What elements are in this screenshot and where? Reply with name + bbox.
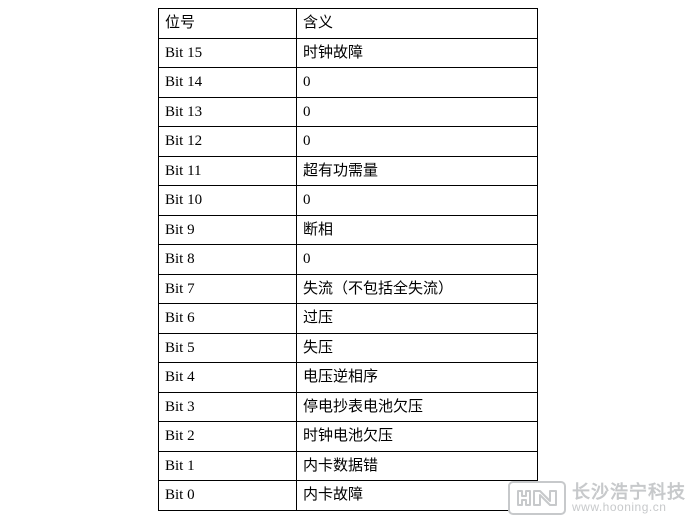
cell-bit: Bit 13 xyxy=(159,97,297,127)
cell-meaning: 超有功需量 xyxy=(297,156,538,186)
watermark-company-en: www.hooning.cn xyxy=(572,501,666,513)
table-row: Bit 3停电抄表电池欠压 xyxy=(159,392,538,422)
cell-bit: Bit 15 xyxy=(159,38,297,68)
cell-meaning: 0 xyxy=(297,245,538,275)
cell-bit: Bit 2 xyxy=(159,422,297,452)
table-row: Bit 0内卡故障 xyxy=(159,481,538,511)
cell-meaning: 时钟电池欠压 xyxy=(297,422,538,452)
cell-meaning: 0 xyxy=(297,68,538,98)
cell-bit: Bit 8 xyxy=(159,245,297,275)
cell-bit: Bit 0 xyxy=(159,481,297,511)
table-row: Bit 4电压逆相序 xyxy=(159,363,538,393)
header-meaning: 含义 xyxy=(297,9,538,39)
table-row: Bit 7失流（不包括全失流） xyxy=(159,274,538,304)
cell-meaning: 内卡数据错 xyxy=(297,451,538,481)
cell-meaning: 电压逆相序 xyxy=(297,363,538,393)
cell-bit: Bit 12 xyxy=(159,127,297,157)
cell-bit: Bit 3 xyxy=(159,392,297,422)
cell-meaning: 断相 xyxy=(297,215,538,245)
cell-bit: Bit 7 xyxy=(159,274,297,304)
watermark: 长沙浩宁科技 www.hooning.cn xyxy=(508,481,686,515)
table-row: Bit 15时钟故障 xyxy=(159,38,538,68)
table-row: Bit 11超有功需量 xyxy=(159,156,538,186)
table-row: Bit 6过压 xyxy=(159,304,538,334)
cell-bit: Bit 14 xyxy=(159,68,297,98)
cell-bit: Bit 6 xyxy=(159,304,297,334)
cell-meaning: 0 xyxy=(297,186,538,216)
table-row: Bit 120 xyxy=(159,127,538,157)
cell-meaning: 失流（不包括全失流） xyxy=(297,274,538,304)
watermark-text: 长沙浩宁科技 www.hooning.cn xyxy=(572,483,686,513)
cell-meaning: 停电抄表电池欠压 xyxy=(297,392,538,422)
table-row: Bit 80 xyxy=(159,245,538,275)
table-row: Bit 9断相 xyxy=(159,215,538,245)
table-row: Bit 2时钟电池欠压 xyxy=(159,422,538,452)
watermark-company-cn: 长沙浩宁科技 xyxy=(572,483,686,501)
cell-meaning: 失压 xyxy=(297,333,538,363)
watermark-logo xyxy=(508,481,566,515)
cell-meaning: 0 xyxy=(297,127,538,157)
logo-icon xyxy=(516,487,558,509)
cell-meaning: 时钟故障 xyxy=(297,38,538,68)
cell-meaning: 0 xyxy=(297,97,538,127)
cell-bit: Bit 10 xyxy=(159,186,297,216)
header-bit: 位号 xyxy=(159,9,297,39)
cell-bit: Bit 4 xyxy=(159,363,297,393)
cell-bit: Bit 9 xyxy=(159,215,297,245)
table-row: Bit 5失压 xyxy=(159,333,538,363)
cell-meaning: 过压 xyxy=(297,304,538,334)
table-row: Bit 140 xyxy=(159,68,538,98)
bit-definition-table-container: 位号含义Bit 15时钟故障Bit 140Bit 130Bit 120Bit 1… xyxy=(158,8,538,511)
cell-bit: Bit 11 xyxy=(159,156,297,186)
bit-definition-table: 位号含义Bit 15时钟故障Bit 140Bit 130Bit 120Bit 1… xyxy=(158,8,538,511)
table-row: Bit 1内卡数据错 xyxy=(159,451,538,481)
cell-bit: Bit 1 xyxy=(159,451,297,481)
table-header-row: 位号含义 xyxy=(159,9,538,39)
table-row: Bit 130 xyxy=(159,97,538,127)
cell-meaning: 内卡故障 xyxy=(297,481,538,511)
cell-bit: Bit 5 xyxy=(159,333,297,363)
table-row: Bit 100 xyxy=(159,186,538,216)
